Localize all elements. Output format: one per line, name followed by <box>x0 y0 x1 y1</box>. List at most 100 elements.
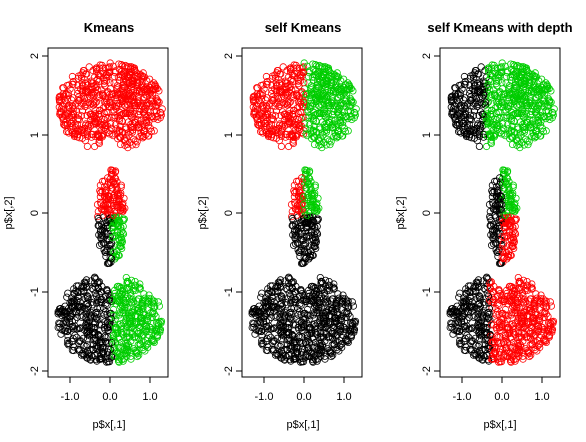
scatter-point <box>500 90 509 98</box>
scatter-point <box>62 128 71 136</box>
scatter-point <box>82 321 90 329</box>
scatter-point <box>87 356 95 364</box>
scatter-point <box>138 331 146 339</box>
scatter-point <box>109 90 117 98</box>
scatter-point <box>77 288 85 296</box>
scatter-point <box>479 323 488 331</box>
scatter-point <box>311 320 319 328</box>
scatter-point <box>301 239 309 247</box>
scatter-point <box>508 231 517 239</box>
scatter-point <box>462 105 470 113</box>
scatter-point <box>74 111 83 119</box>
scatter-point <box>506 113 514 121</box>
scatter-point <box>140 126 149 135</box>
scatter-point <box>125 89 133 98</box>
scatter-point <box>142 342 150 350</box>
scatter-point <box>533 347 541 355</box>
scatter-point <box>467 347 475 355</box>
scatter-point <box>338 121 347 129</box>
scatter-point <box>473 102 481 111</box>
scatter-point <box>333 109 341 117</box>
scatter-point <box>62 312 70 321</box>
scatter-point <box>332 298 340 306</box>
scatter-point <box>314 91 322 99</box>
scatter-point <box>516 144 524 152</box>
scatter-point <box>491 223 499 231</box>
scatter-point <box>269 134 278 142</box>
y-tick-label: 1 <box>223 132 235 138</box>
scatter-point <box>299 296 307 304</box>
scatter-point <box>507 126 515 134</box>
scatter-point <box>322 313 330 321</box>
scatter-point <box>296 64 304 72</box>
scatter-point <box>533 116 541 124</box>
scatter-point <box>139 109 147 117</box>
scatter-point <box>129 284 138 293</box>
scatter-point <box>269 337 278 345</box>
scatter-point <box>287 304 295 312</box>
scatter-point <box>105 215 113 223</box>
scatter-point <box>128 295 136 303</box>
scatter-point <box>60 120 68 129</box>
scatter-point <box>66 307 74 315</box>
scatter-point <box>455 339 464 348</box>
scatter-point <box>533 105 541 113</box>
x-axis-label: p$x[,1] <box>92 419 125 431</box>
scatter-point <box>521 284 530 293</box>
scatter-point <box>511 215 519 223</box>
scatter-point <box>268 287 276 295</box>
scatter-point <box>70 300 78 308</box>
scatter-point <box>300 253 308 261</box>
scatter-point <box>270 298 278 306</box>
scatter-point <box>299 320 307 328</box>
scatter-point <box>125 333 133 341</box>
scatter-point <box>504 121 512 129</box>
scatter-point <box>502 248 511 256</box>
scatter-point <box>310 122 318 130</box>
y-tick-label: 1 <box>29 132 41 138</box>
scatter-point <box>109 176 117 184</box>
scatter-point <box>321 107 329 115</box>
scatter-point <box>472 350 480 358</box>
panel-title: self Kmeans with depth <box>427 20 572 35</box>
scatter-point <box>319 78 328 86</box>
scatter-point <box>84 88 92 96</box>
scatter-point <box>80 341 88 350</box>
scatter-point <box>532 126 541 135</box>
scatter-point <box>346 107 355 115</box>
scatter-point <box>499 124 508 132</box>
scatter-point <box>285 273 293 281</box>
scatter-point <box>262 294 270 302</box>
scatter-point <box>311 233 319 241</box>
scatter-point <box>517 109 525 118</box>
scatter-point <box>497 296 505 304</box>
scatter-point <box>97 287 105 296</box>
scatter-point <box>309 351 318 359</box>
scatter-point <box>508 108 516 117</box>
scatter-point <box>492 206 500 214</box>
scatter-point <box>521 124 529 132</box>
scatter-point <box>289 113 297 121</box>
scatter-point <box>71 120 79 128</box>
scatter-point <box>481 340 489 348</box>
scatter-point <box>149 337 157 346</box>
scatter-point <box>519 292 527 300</box>
scatter-point <box>120 109 128 118</box>
scatter-point <box>295 82 303 90</box>
scatter-point <box>329 107 337 116</box>
scatter-point <box>59 105 67 113</box>
scatter-point <box>304 106 312 114</box>
scatter-point <box>316 298 324 307</box>
scatter-point <box>83 93 92 101</box>
scatter-point <box>317 134 325 142</box>
scatter-point <box>263 94 271 102</box>
scatter-point <box>318 64 327 72</box>
scatter-point <box>316 273 324 282</box>
scatter-point <box>493 82 501 90</box>
scatter-point <box>276 321 284 329</box>
scatter-point <box>495 219 503 227</box>
scatter-point <box>534 84 542 92</box>
scatter-point <box>500 130 508 138</box>
scatter-point <box>256 312 264 321</box>
